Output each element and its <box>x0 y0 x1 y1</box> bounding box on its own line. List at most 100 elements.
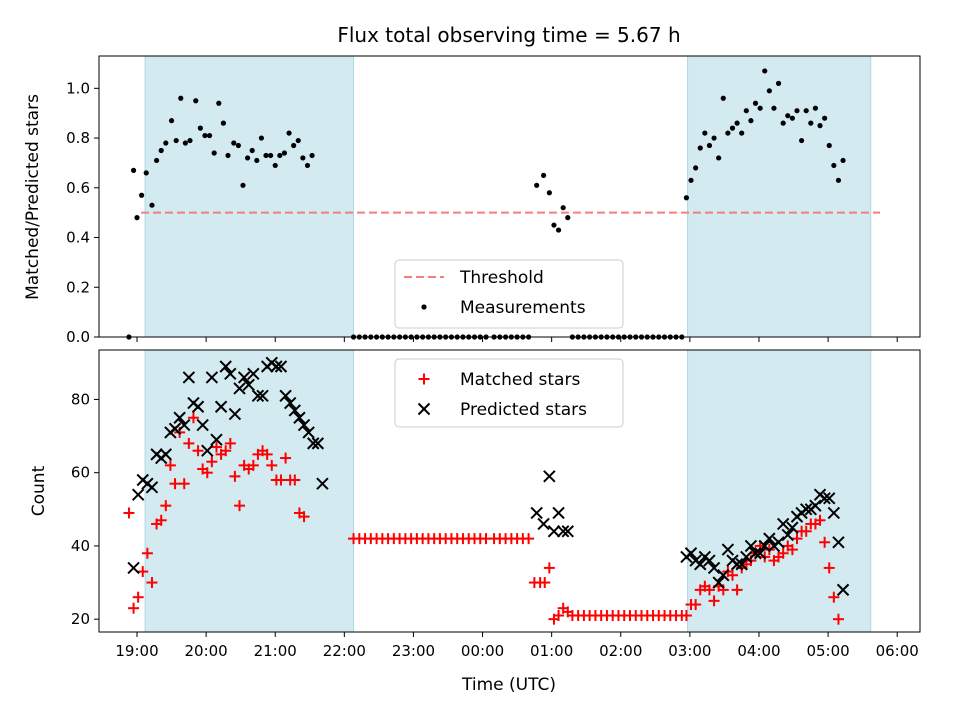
measurement-point <box>688 177 694 183</box>
measurement-point <box>794 108 800 114</box>
x-tick-label: 06:00 <box>876 642 919 660</box>
matched-star-point <box>128 602 140 614</box>
predicted-star-point <box>537 517 550 531</box>
measurement-point <box>153 157 160 164</box>
predicted-star-point <box>233 382 246 395</box>
chart-title: Flux total observing time = 5.67 h <box>337 23 680 47</box>
matched-star-point <box>819 536 831 548</box>
predicted-star-point <box>694 558 707 571</box>
matched-star-point <box>680 610 692 622</box>
matched-star-point <box>141 547 153 559</box>
measurement-point <box>272 162 278 169</box>
predicted-star-point <box>283 396 297 410</box>
predicted-star-point <box>131 488 145 501</box>
legend-threshold-label: Threshold <box>459 268 544 288</box>
y-tick-label: 40 <box>71 537 90 555</box>
shaded-interval <box>144 349 355 633</box>
predicted-star-point <box>556 525 570 538</box>
predicted-star-point <box>735 558 748 571</box>
measurement-point <box>149 202 155 208</box>
matched-star-point <box>210 441 222 453</box>
matched-star-point <box>828 591 840 603</box>
x-tick-label: 03:00 <box>668 642 711 660</box>
y-tick-label: 20 <box>71 610 90 628</box>
predicted-star-point <box>772 536 785 549</box>
predicted-star-point <box>145 481 159 494</box>
measurement-point <box>546 190 552 196</box>
matched-star-point <box>155 514 167 526</box>
predicted-star-point <box>247 367 260 381</box>
predicted-star-point <box>740 550 753 564</box>
predicted-star-point <box>256 389 269 402</box>
measurement-point <box>720 95 726 101</box>
legend-box <box>394 259 624 329</box>
matched-star-point <box>703 584 715 596</box>
legend-predicted-swatch <box>417 402 431 416</box>
measurement-point <box>202 132 208 139</box>
matched-star-point <box>786 544 798 556</box>
measurement-point <box>304 162 311 169</box>
matched-star-point <box>137 566 149 578</box>
predicted-star-point <box>712 576 725 589</box>
predicted-star-point <box>786 521 799 534</box>
measurement-point <box>286 130 292 136</box>
matched-star-point <box>146 577 158 589</box>
measurement-point <box>789 115 795 121</box>
matched-star-point <box>539 577 551 589</box>
measurement-point <box>752 100 759 106</box>
y-tick-label: 0.8 <box>66 129 90 147</box>
x-tick-label: 21:00 <box>254 642 297 660</box>
measurement-point <box>235 142 241 149</box>
measurement-point <box>702 130 708 136</box>
measurement-point <box>220 120 226 126</box>
x-tick-label: 19:00 <box>115 642 158 660</box>
predicted-star-point <box>224 367 237 381</box>
y-tick-label: 60 <box>71 464 90 482</box>
y-tick-label: 0.0 <box>66 328 90 346</box>
matched-star-point <box>690 599 702 611</box>
predicted-star-point <box>758 539 771 553</box>
matched-star-point <box>543 562 555 574</box>
matched-star-point <box>183 437 195 449</box>
measurement-point <box>139 192 145 198</box>
predicted-star-point <box>219 360 232 373</box>
matched-star-point <box>261 448 273 460</box>
measurement-point <box>551 222 557 228</box>
x-tick-label: 02:00 <box>599 642 642 660</box>
matched-star-point <box>823 562 835 574</box>
measurement-point <box>831 162 837 169</box>
measurement-point <box>309 152 315 159</box>
predicted-star-point <box>270 360 283 373</box>
matched-star-point <box>220 445 232 457</box>
predicted-star-point <box>776 517 790 531</box>
predicted-star-point <box>182 371 196 384</box>
measurement-point <box>762 68 768 74</box>
measurement-point <box>840 157 846 164</box>
matched-star-point <box>192 445 204 457</box>
legend-box <box>394 358 624 428</box>
predicted-star-point <box>827 506 841 520</box>
measurement-point <box>826 142 832 149</box>
matched-star-point <box>275 474 287 486</box>
matched-star-point <box>132 591 144 603</box>
matched-star-point <box>234 500 246 512</box>
matched-star-point <box>280 452 292 464</box>
x-tick-label: 01:00 <box>530 642 573 660</box>
predicted-star-point <box>730 558 744 571</box>
predicted-star-point <box>201 444 214 457</box>
predicted-star-point <box>823 492 836 505</box>
matched-star-point <box>206 456 218 468</box>
matched-star-point <box>832 613 844 625</box>
measurement-point <box>211 150 217 156</box>
predicted-star-point <box>311 437 325 450</box>
matched-star-point <box>553 610 565 622</box>
predicted-star-point <box>753 547 767 560</box>
x-tick-label: 20:00 <box>184 642 227 660</box>
legend-measurement-swatch <box>421 304 427 310</box>
measurement-point <box>817 123 823 129</box>
predicted-star-point <box>721 543 735 556</box>
legend-predicted-label: Predicted stars <box>460 400 587 420</box>
predicted-star-point <box>836 583 850 597</box>
measurement-point <box>182 140 188 146</box>
predicted-star-point <box>242 378 255 391</box>
